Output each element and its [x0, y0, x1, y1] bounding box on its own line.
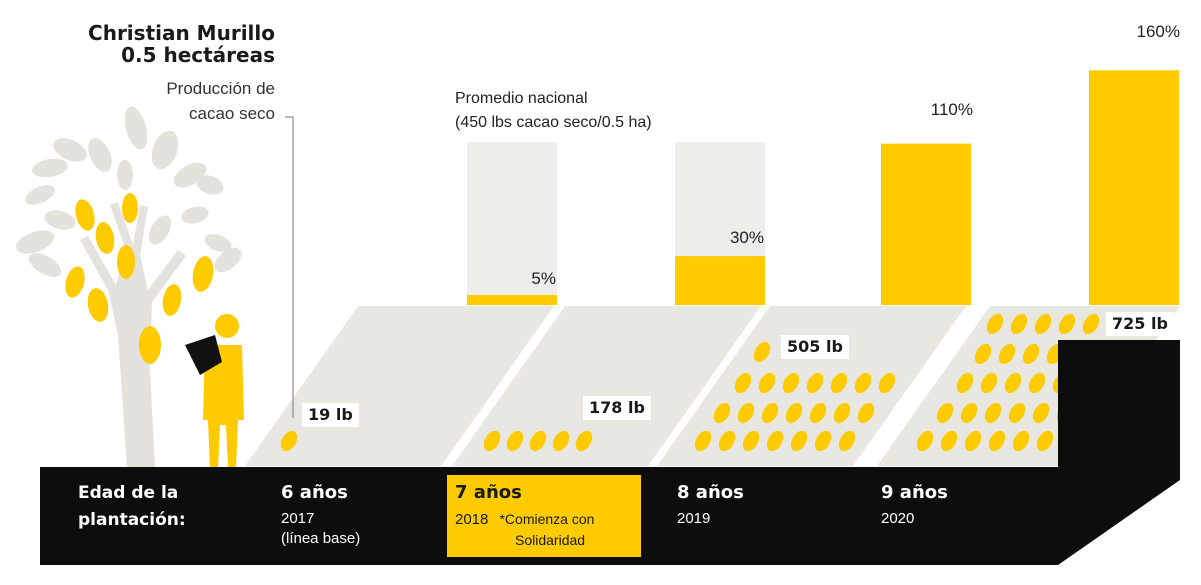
year-label: 2019 [677, 510, 711, 527]
cacao-pod [857, 402, 875, 424]
year-label: 2018 [455, 511, 489, 528]
pointer-line [285, 116, 294, 418]
cacao-pod [986, 313, 1004, 335]
cacao-pod [1004, 372, 1022, 394]
cacao-pod [758, 372, 776, 394]
cacao-pod [830, 372, 848, 394]
production-label: 19 lb [302, 403, 359, 427]
cacao-pod [785, 402, 803, 424]
cacao-pod [1028, 372, 1046, 394]
production-bar [675, 256, 765, 305]
cacao-pod [1032, 402, 1050, 424]
cacao-pod [694, 430, 712, 452]
year-column-2017: 6 años 2017 (línea base) [281, 482, 360, 549]
cacao-pod [878, 372, 896, 394]
highlight-2018 [447, 475, 641, 557]
cacao-pod [790, 430, 808, 452]
age-label: 8 años [677, 482, 744, 503]
cacao-pod [974, 343, 992, 365]
cacao-pod [1012, 430, 1030, 452]
cacao-pod [280, 430, 298, 452]
year-column-2019: 8 años 2019 [677, 482, 744, 529]
plot-plate [452, 306, 761, 466]
cacao-pod [988, 430, 1006, 452]
cacao-pod [737, 402, 755, 424]
cacao-pod [713, 402, 731, 424]
cacao-pod [980, 372, 998, 394]
cacao-pod [838, 430, 856, 452]
page-title: Christian Murillo 0.5 hectáreas [88, 21, 275, 67]
cacao-pod [761, 402, 779, 424]
cacao-pod [575, 430, 593, 452]
cacao-pod [1036, 430, 1054, 452]
age-label: 7 años [455, 482, 522, 503]
year-column-2018: 7 años 2018 *Comienza con Solidaridad [455, 482, 594, 550]
pct-label-2018: 5% [531, 269, 556, 288]
year-note: (línea base) [281, 530, 361, 547]
cacao-pod [506, 430, 524, 452]
cacao-pod [753, 341, 771, 363]
year-label: 2020 [881, 510, 915, 527]
pct-label-2021: 160% [1136, 22, 1180, 41]
cacao-pod [529, 430, 547, 452]
pct-label-2019: 30% [729, 228, 764, 247]
cacao-pod [998, 343, 1016, 365]
cacao-pod [940, 430, 958, 452]
cacao-pod [916, 430, 934, 452]
chart-subtitle: Producción de cacao seco [166, 79, 275, 123]
cacao-pod [1010, 313, 1028, 335]
production-bar [881, 143, 971, 305]
farmer-icon [185, 314, 244, 468]
year-note: *Comienza con [499, 511, 595, 527]
age-label: 9 años [881, 482, 948, 503]
cacao-pod [782, 372, 800, 394]
cacao-pod [766, 430, 784, 452]
pct-label-2020: 110% [930, 100, 973, 119]
age-label: 6 años [281, 482, 348, 503]
year-label: 2017 [281, 510, 315, 527]
cacao-pod [806, 372, 824, 394]
cacao-pod [936, 402, 954, 424]
cacao-tree-icon [15, 106, 242, 468]
national-average-label: Promedio nacional (450 lbs cacao seco/0.… [455, 90, 652, 131]
year-note: Solidaridad [515, 532, 586, 548]
cacao-pod [814, 430, 832, 452]
cacao-pod [1082, 313, 1100, 335]
cacao-pod [742, 430, 760, 452]
cacao-pod [1008, 402, 1026, 424]
cacao-pod [1034, 313, 1052, 335]
production-label: 725 lb [1106, 312, 1174, 336]
axis-label: Edad de la plantación: [78, 483, 186, 530]
cacao-pod [1022, 343, 1040, 365]
cacao-pod [854, 372, 872, 394]
national-average-bar [467, 142, 557, 305]
cacao-pod [552, 430, 570, 452]
production-bar [467, 295, 557, 305]
cacao-pod [964, 430, 982, 452]
cacao-pod [1058, 313, 1076, 335]
cacao-pod [734, 372, 752, 394]
cacao-pod [833, 402, 851, 424]
cacao-pod [809, 402, 827, 424]
strip-side [1058, 340, 1180, 565]
cacao-pod [956, 372, 974, 394]
production-label: 505 lb [781, 335, 849, 359]
production-bar [1089, 70, 1179, 305]
year-column-2020: 9 años 2020 [881, 482, 948, 529]
production-label: 178 lb [583, 396, 651, 420]
cacao-pod [718, 430, 736, 452]
cacao-pod [960, 402, 978, 424]
cacao-pod [483, 430, 501, 452]
cacao-pod [984, 402, 1002, 424]
